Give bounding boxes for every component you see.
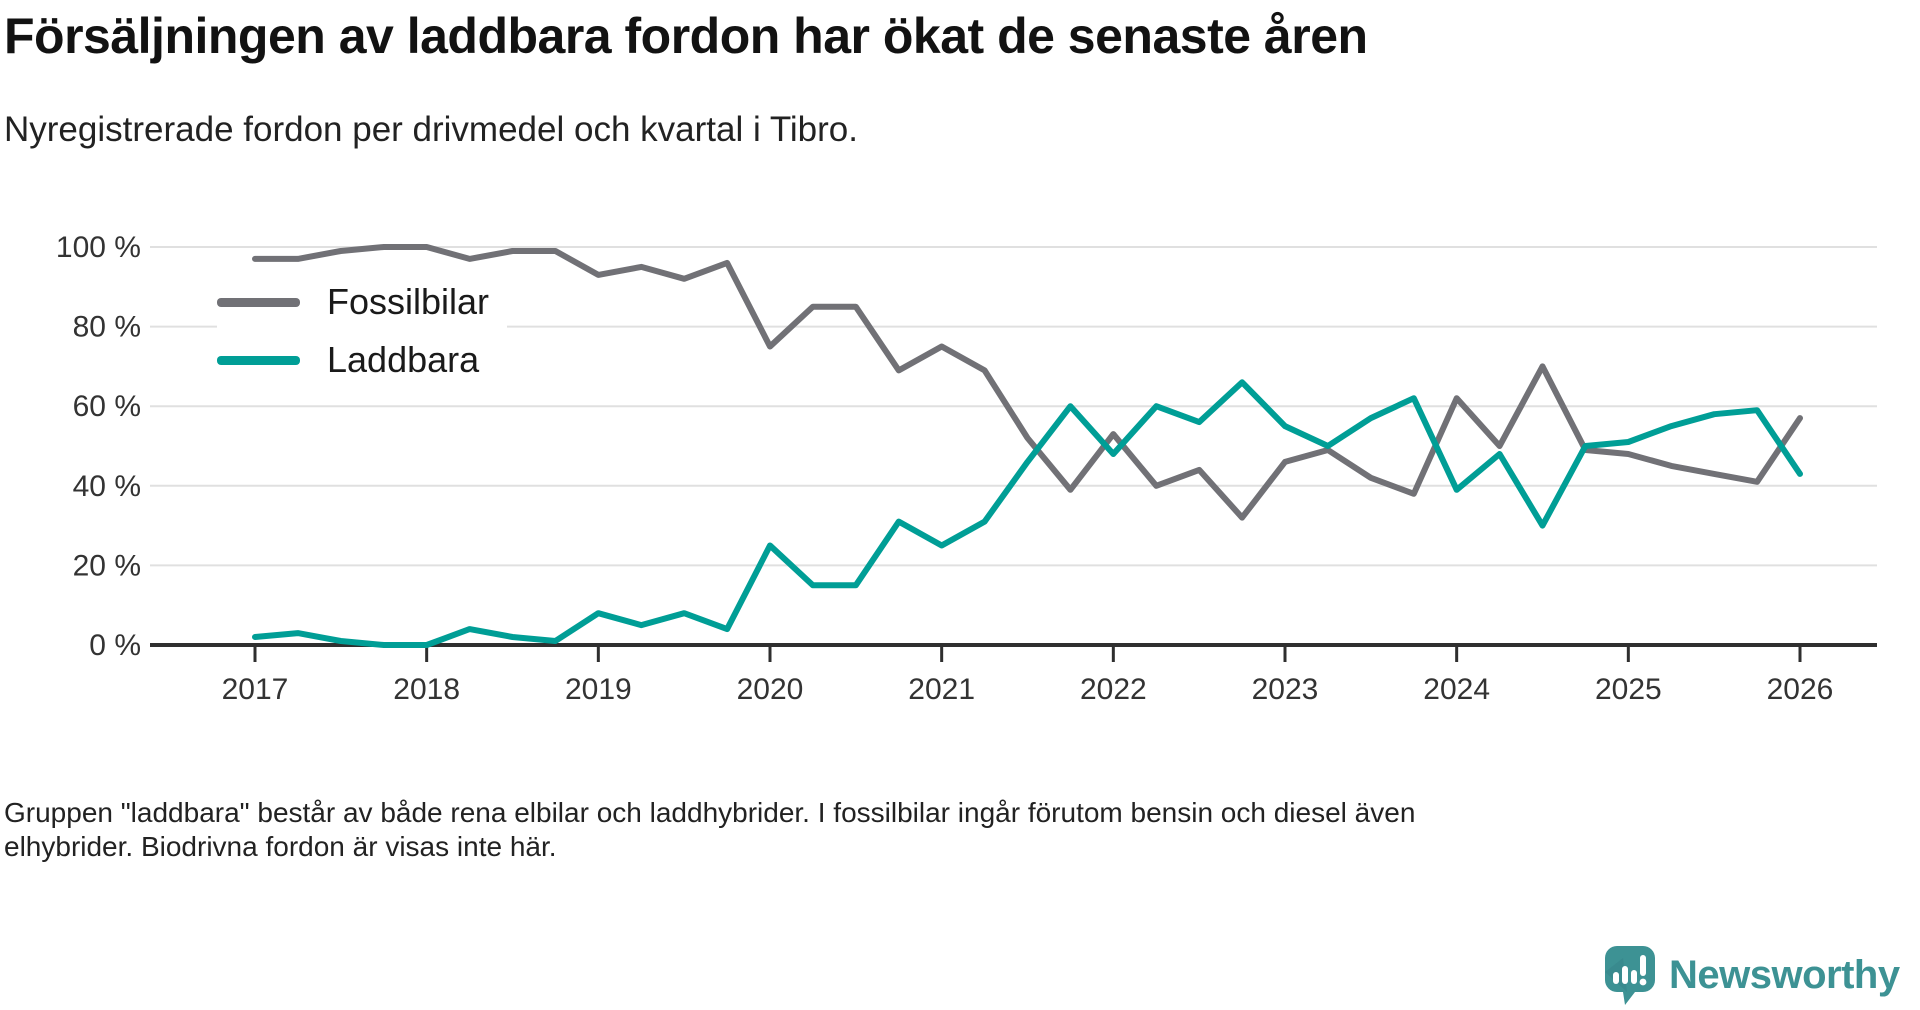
newsworthy-brand-name: Newsworthy	[1669, 952, 1900, 997]
x-axis-tick-label: 2026	[1767, 673, 1834, 706]
x-axis-tick-label: 2018	[393, 673, 460, 706]
x-axis-tick-label: 2017	[222, 673, 289, 706]
laddbara-line-swatch	[217, 355, 300, 365]
footnote-line-1: Gruppen "laddbara" består av både rena e…	[4, 797, 1416, 828]
legend-label-laddbara: Laddbara	[327, 339, 480, 380]
x-axis-tick-label: 2023	[1252, 673, 1319, 706]
x-axis-tick-label: 2024	[1423, 673, 1490, 706]
y-axis-tick-label: 80 %	[73, 311, 141, 344]
y-axis-tick-label: 60 %	[73, 390, 141, 423]
footnote-line-2: elhybrider. Biodrivna fordon är visas in…	[4, 831, 557, 863]
newsworthy-logo-icon	[1605, 946, 1655, 1005]
chart-footnote: Gruppen "laddbara" består av både rena e…	[4, 796, 1415, 864]
laddbara-line	[252, 379, 1803, 648]
page-title: Försäljningen av laddbara fordon har öka…	[4, 8, 1368, 64]
chart-legend: Fossilbilar Laddbara	[217, 276, 508, 392]
x-axis-tick-label: 2025	[1595, 673, 1662, 706]
y-axis-tick-label: 20 %	[73, 549, 141, 582]
legend-item-fossilbilar: Fossilbilar	[217, 276, 508, 328]
legend-label-fossilbilar: Fossilbilar	[327, 281, 490, 322]
legend-item-laddbara: Laddbara	[217, 334, 508, 386]
fossilbilar-line	[252, 244, 1803, 521]
x-axis-tick-label: 2022	[1080, 673, 1147, 706]
x-axis-tick-label: 2019	[565, 673, 632, 706]
fossilbilar-line-swatch	[217, 297, 300, 307]
y-axis-tick-label: 40 %	[73, 470, 141, 503]
x-axis-tick-label: 2020	[737, 673, 804, 706]
y-axis-tick-label: 100 %	[56, 231, 141, 264]
y-axis-tick-label: 0 %	[89, 629, 141, 662]
newsworthy-branding: Newsworthy	[1603, 944, 1900, 1006]
chart-subtitle: Nyregistrerade fordon per drivmedel och …	[4, 110, 858, 149]
x-axis-tick-label: 2021	[908, 673, 975, 706]
